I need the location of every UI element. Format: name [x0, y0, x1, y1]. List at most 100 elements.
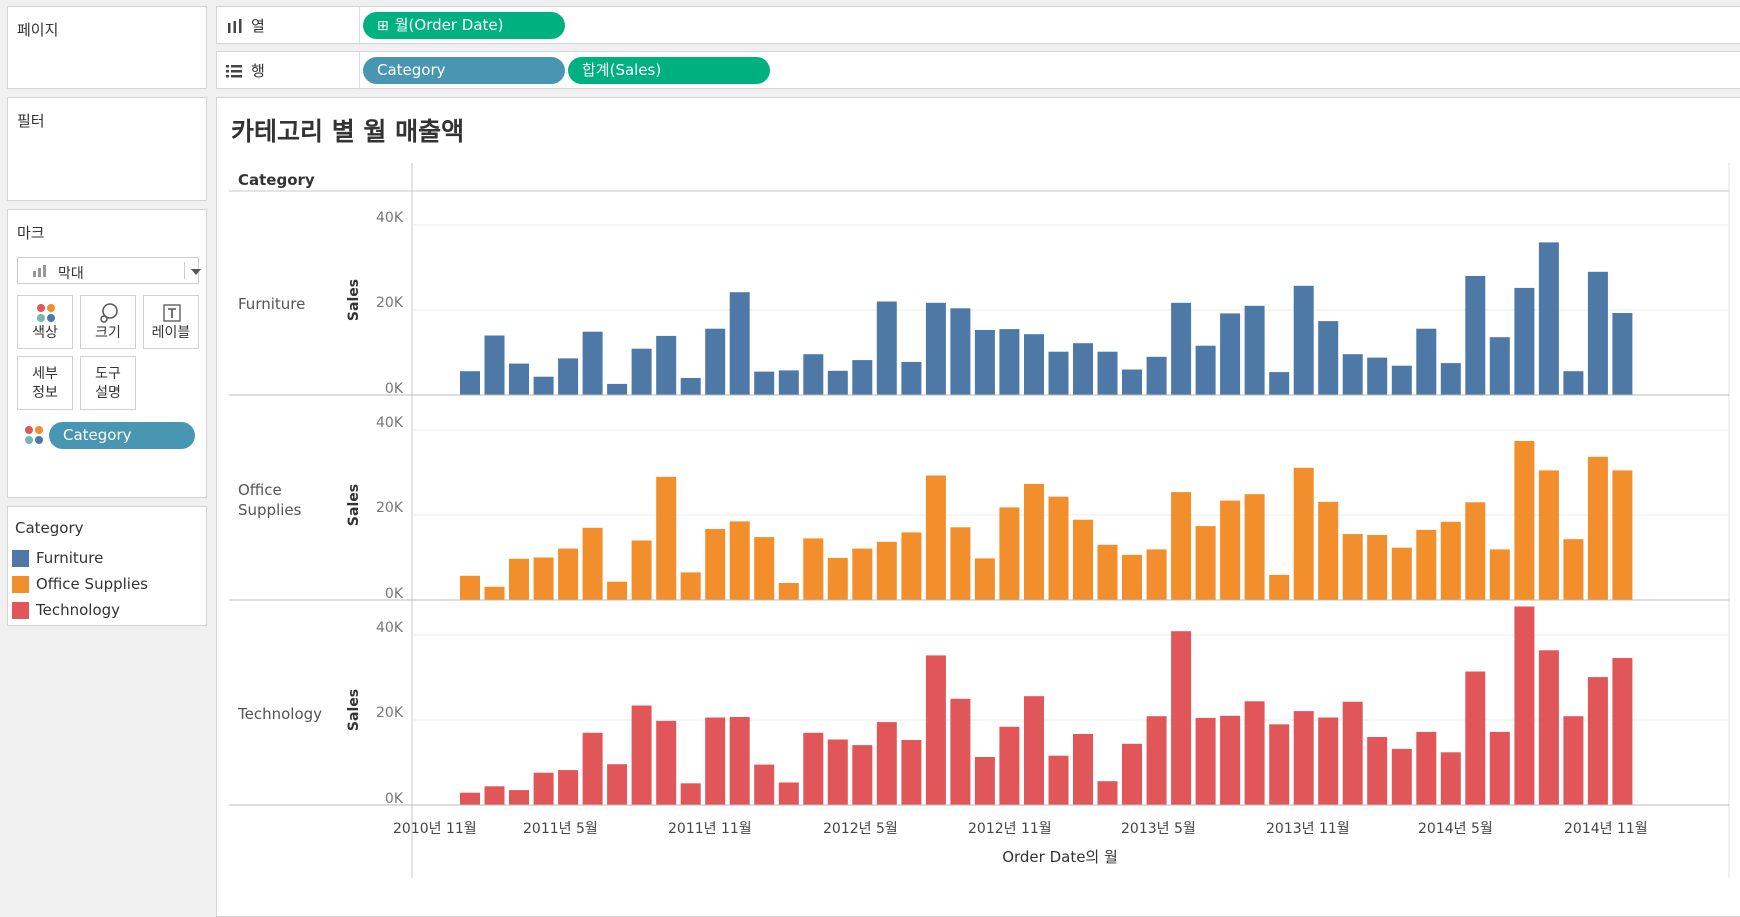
bar-chart[interactable]: 카테고리 별 월 매출액 Category 0K 20K 40K Sales Furni… — [217, 98, 1740, 913]
bar[interactable] — [1244, 305, 1265, 396]
bar[interactable] — [1367, 357, 1388, 395]
bar[interactable] — [1244, 701, 1265, 805]
bar[interactable] — [876, 301, 897, 396]
bar[interactable] — [852, 745, 873, 805]
bar[interactable] — [1269, 724, 1290, 806]
bar[interactable] — [999, 507, 1020, 601]
bar[interactable] — [1440, 363, 1461, 395]
bar[interactable] — [1122, 369, 1142, 396]
bar[interactable] — [803, 538, 824, 600]
bar[interactable] — [460, 792, 480, 805]
bar[interactable] — [1269, 574, 1290, 600]
bar[interactable] — [1097, 544, 1118, 601]
pages-card[interactable]: 페이지 — [7, 6, 207, 89]
bar[interactable] — [803, 354, 824, 395]
color-field-pill[interactable]: Category — [49, 422, 195, 449]
bar[interactable] — [1587, 271, 1608, 396]
bar[interactable] — [1612, 658, 1633, 806]
bar[interactable] — [1538, 470, 1559, 600]
bar[interactable] — [484, 335, 505, 396]
bar[interactable] — [925, 475, 946, 601]
bar[interactable] — [999, 726, 1020, 805]
bar[interactable] — [705, 717, 726, 806]
bar[interactable] — [1489, 731, 1510, 805]
bar[interactable] — [705, 328, 726, 395]
bar[interactable] — [1293, 285, 1314, 395]
bar[interactable] — [1195, 345, 1216, 395]
bar[interactable] — [1538, 650, 1559, 805]
bar[interactable] — [1048, 351, 1069, 396]
bar[interactable] — [1073, 519, 1093, 600]
bar[interactable] — [1391, 547, 1412, 600]
bar[interactable] — [950, 308, 971, 395]
bar[interactable] — [1269, 372, 1290, 396]
bar[interactable] — [1171, 631, 1192, 805]
bar[interactable] — [1563, 371, 1584, 395]
bar[interactable] — [1318, 501, 1339, 600]
bar[interactable] — [950, 527, 971, 600]
bar[interactable] — [925, 302, 946, 395]
bar[interactable] — [509, 558, 529, 600]
bar[interactable] — [1367, 737, 1388, 805]
bar[interactable] — [1440, 521, 1461, 600]
bar[interactable] — [1391, 748, 1412, 805]
bar[interactable] — [1293, 467, 1314, 600]
bar[interactable] — [680, 378, 701, 395]
bar[interactable] — [680, 572, 701, 600]
bar[interactable] — [631, 348, 652, 395]
bar[interactable] — [1514, 441, 1535, 600]
bar[interactable] — [1489, 549, 1510, 600]
bar[interactable] — [1514, 606, 1535, 806]
bar[interactable] — [484, 586, 505, 600]
bar[interactable] — [460, 575, 480, 600]
bar[interactable] — [1440, 752, 1461, 805]
bar[interactable] — [1587, 677, 1608, 805]
bar[interactable] — [1122, 743, 1142, 805]
bar[interactable] — [1073, 734, 1093, 805]
bar[interactable] — [1293, 711, 1314, 805]
bar[interactable] — [1514, 287, 1535, 395]
bar[interactable] — [778, 370, 799, 395]
bar[interactable] — [1220, 715, 1241, 806]
sum-sales-pill[interactable]: 합계(Sales) — [568, 57, 770, 84]
bar[interactable] — [1048, 755, 1069, 805]
label-button[interactable]: 레이블 — [143, 295, 199, 349]
bar[interactable] — [1171, 302, 1192, 395]
bar[interactable] — [533, 772, 554, 805]
bar[interactable] — [1195, 526, 1216, 601]
bar[interactable] — [509, 790, 529, 805]
bar[interactable] — [925, 655, 946, 805]
bar[interactable] — [1391, 365, 1412, 395]
bar[interactable] — [876, 722, 897, 805]
bar[interactable] — [1048, 496, 1069, 600]
bar[interactable] — [1220, 500, 1241, 600]
bar[interactable] — [1465, 502, 1486, 600]
bar[interactable] — [901, 361, 922, 395]
bar[interactable] — [1489, 337, 1510, 395]
bar[interactable] — [1416, 731, 1437, 805]
bar[interactable] — [1342, 354, 1363, 395]
bar[interactable] — [754, 537, 775, 600]
bar[interactable] — [631, 705, 652, 805]
bar[interactable] — [1416, 529, 1437, 600]
bar[interactable] — [778, 583, 799, 600]
bar[interactable] — [1587, 456, 1608, 600]
rows-shelf[interactable]: 행 Category 합계(Sales) — [216, 51, 1740, 90]
bar[interactable] — [1465, 671, 1486, 806]
bar[interactable] — [680, 783, 701, 805]
bar[interactable] — [656, 335, 677, 395]
bar[interactable] — [1367, 535, 1388, 600]
bar[interactable] — [1171, 492, 1192, 601]
bar[interactable] — [999, 329, 1020, 395]
bar[interactable] — [1097, 781, 1118, 805]
bar[interactable] — [1220, 313, 1241, 395]
bar[interactable] — [754, 764, 775, 805]
bar[interactable] — [974, 558, 995, 600]
bar[interactable] — [705, 529, 726, 600]
detail-button[interactable]: 세부 정보 — [17, 356, 73, 410]
bar[interactable] — [974, 330, 995, 395]
bar[interactable] — [754, 371, 775, 395]
size-button[interactable]: 크기 — [80, 295, 136, 349]
mark-type-dropdown[interactable]: 막대 — [17, 257, 201, 284]
bar[interactable] — [1612, 313, 1633, 395]
